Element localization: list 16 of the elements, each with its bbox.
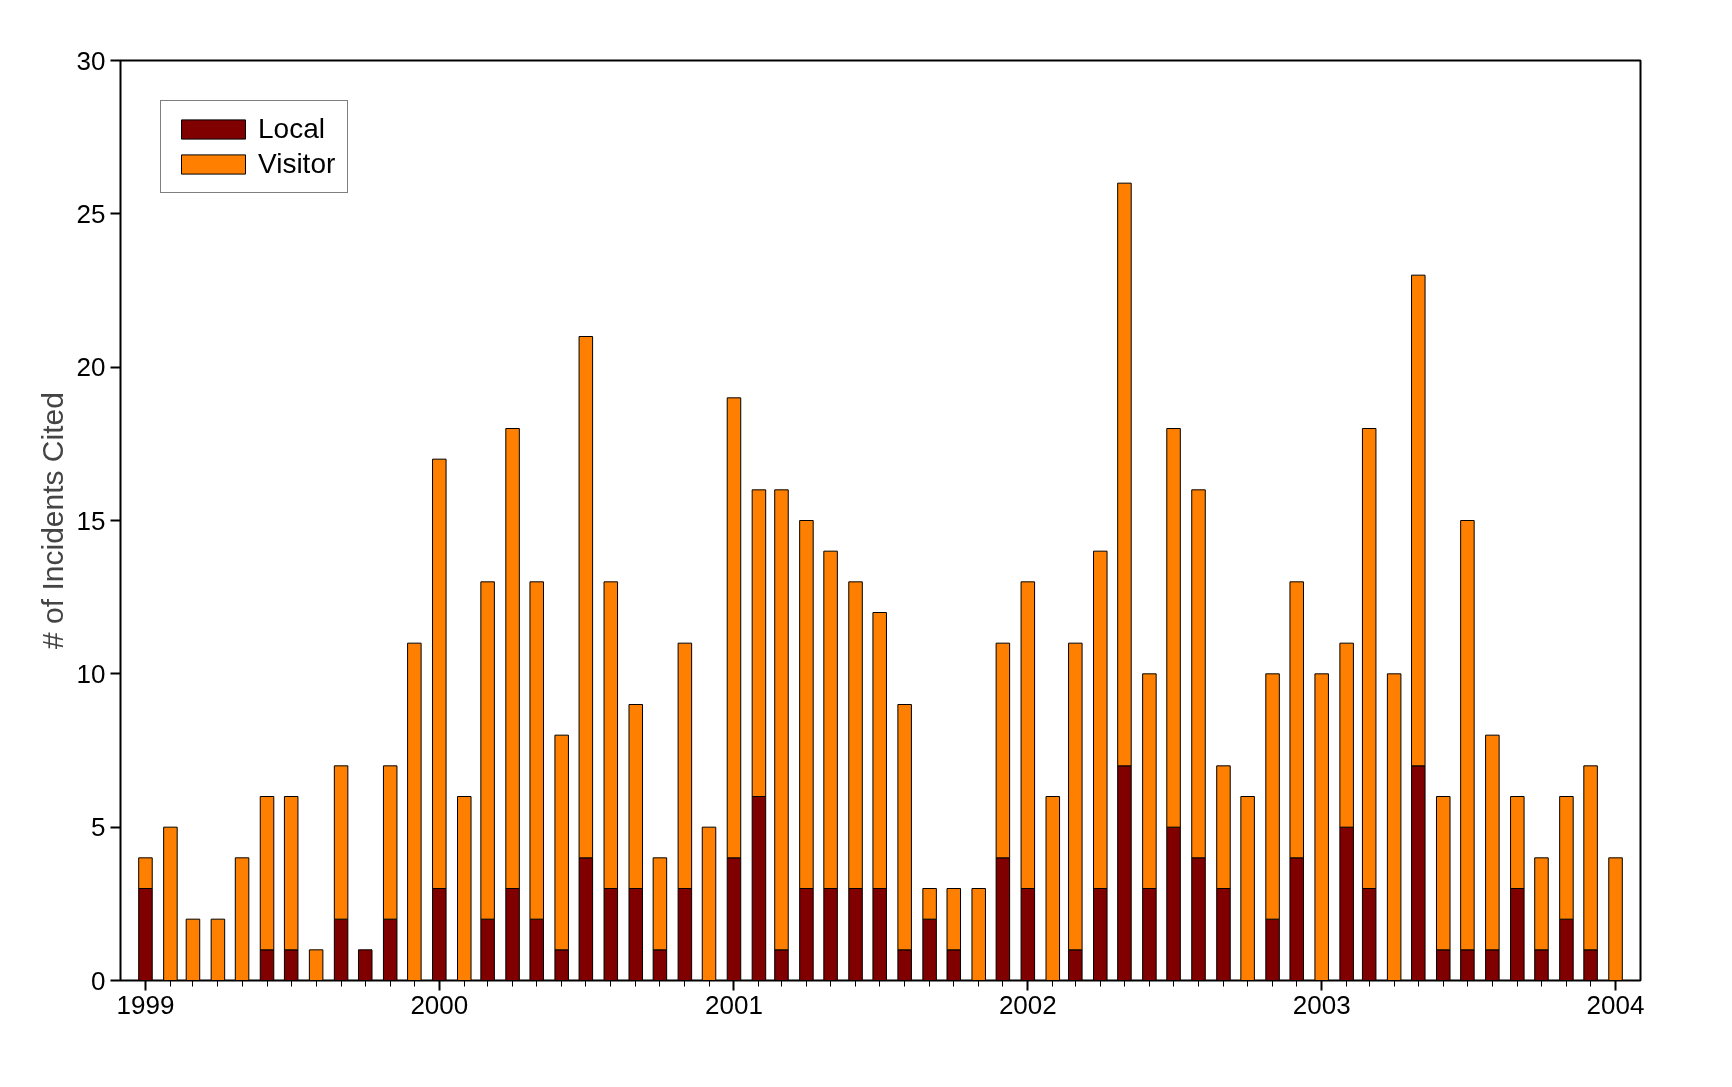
y-axis-title: # of Incidents Cited: [35, 392, 69, 649]
x-tick-label: 2003: [1292, 989, 1351, 1020]
y-tick-label: 25: [76, 198, 106, 229]
legend-label: Visitor: [258, 148, 336, 180]
y-tick-label: 0: [91, 965, 106, 996]
x-tick-label: 2002: [998, 989, 1057, 1020]
y-tick-label: 20: [76, 352, 106, 383]
x-tick-label: 2004: [1586, 989, 1645, 1020]
x-tick-label: 2001: [705, 989, 763, 1020]
y-tick-label: 30: [76, 45, 106, 76]
legend-label: Local: [258, 113, 325, 145]
y-tick-label: 15: [76, 505, 106, 536]
x-tick-label: 1999: [116, 989, 175, 1020]
y-tick-label: 10: [76, 658, 106, 689]
y-tick-label: 5: [91, 812, 106, 843]
x-tick-label: 2000: [410, 989, 469, 1020]
